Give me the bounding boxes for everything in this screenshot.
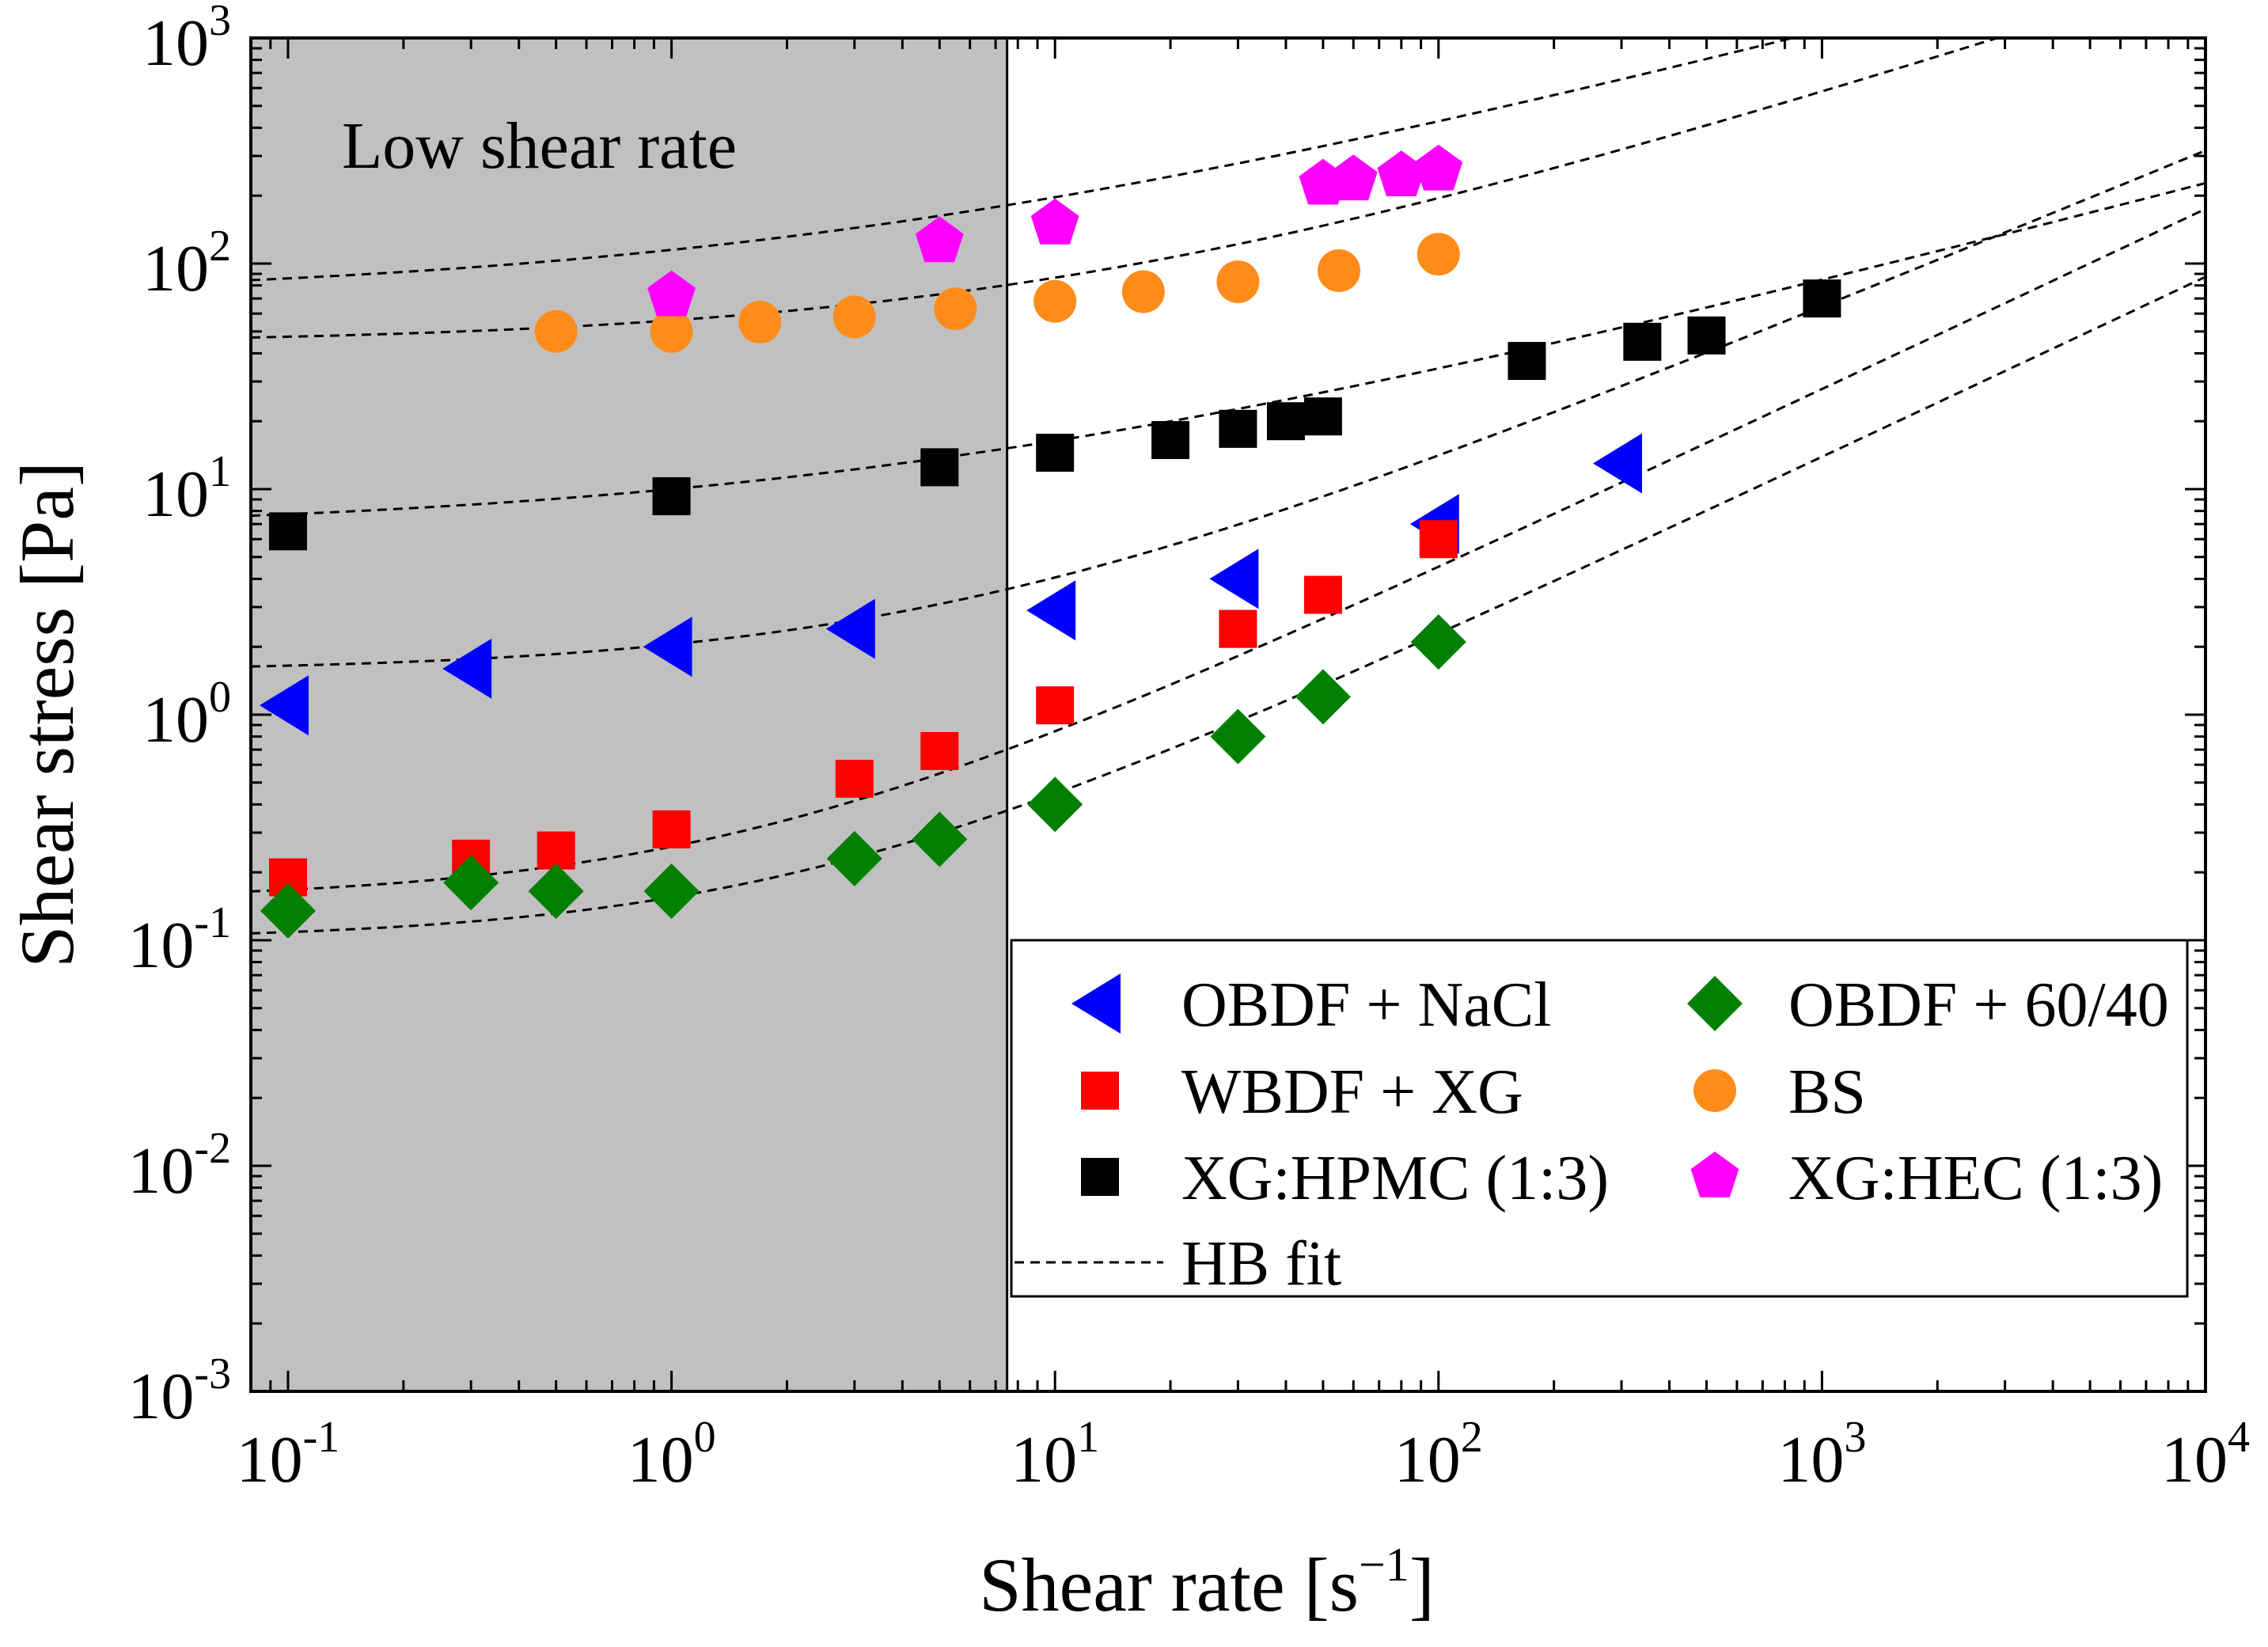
point-bs [650,309,693,353]
point-xg-hpmc-1-3 [1151,421,1190,460]
hb-fit-curve [251,207,2205,893]
point-xg-hpmc-1-3 [1266,402,1305,441]
point-xg-hpmc-1-3 [652,476,691,515]
point-xg-hpmc-1-3 [1623,322,1662,361]
y-tick-labels: 10-3 10-2 10-1 100 101 102 103 [127,0,231,1433]
point-obdf-60-40 [1410,614,1466,670]
point-bs [1417,233,1460,276]
y-tick-label: 10-1 [127,898,231,982]
point-obdf-nacl [1593,433,1643,494]
point-xg-hec-1-3 [915,216,964,263]
point-bs [934,287,977,331]
x-tick-label: 104 [2161,1413,2250,1497]
plot-frame [249,36,2207,1393]
x-tick-label: 102 [1394,1413,1483,1497]
point-obdf-60-40 [443,855,499,911]
legend-marker-xg-hpmc-1-3 [1081,1158,1119,1196]
point-xg-hec-1-3 [1377,150,1426,196]
point-wbdf-xg [537,831,575,870]
point-bs [738,300,782,343]
x-axis-label: Shear rate [s−1] [979,1539,1435,1627]
point-bs [1033,279,1077,323]
legend-label-xg-hpmc-1-3: XG:HPMC (1:3) [1181,1144,1609,1213]
y-tick-label: 101 [142,447,231,531]
point-wbdf-xg [652,810,691,848]
legend-label-wbdf-xg: WBDF + XG [1181,1057,1523,1127]
data-points [259,144,1841,939]
low-shear-annotation: Low shear rate [342,109,737,183]
point-obdf-60-40 [1210,708,1266,765]
point-bs [534,309,578,353]
y-tick-label: 10-3 [127,1349,231,1433]
point-obdf-60-40 [528,863,584,920]
point-bs [1121,270,1165,313]
legend-label-obdf-nacl: OBDF + NaCl [1181,970,1551,1040]
point-wbdf-xg [1219,609,1257,648]
legend-label-obdf-60-40: OBDF + 60/40 [1788,970,2169,1040]
point-xg-hpmc-1-3 [1219,409,1257,448]
point-xg-hpmc-1-3 [920,448,959,487]
point-xg-hec-1-3 [1030,198,1079,245]
legend-marker-obdf-nacl [1071,973,1121,1034]
point-obdf-60-40 [912,811,968,867]
point-obdf-nacl [442,638,492,699]
legend-box [1010,939,2189,1298]
y-tick-label: 100 [142,673,231,757]
point-obdf-nacl [1209,548,1259,609]
point-obdf-60-40 [1027,776,1083,833]
axis-ticks [249,36,2207,1393]
point-obdf-nacl [643,617,692,677]
point-obdf-nacl [259,675,309,736]
hb-fit-curve [251,38,1798,282]
x-axis-label-sup: −1 [1359,1539,1409,1591]
x-tick-label: 100 [628,1413,716,1497]
point-obdf-60-40 [1295,669,1351,725]
point-bs [832,295,876,339]
legend-label-bs: BS [1788,1057,1866,1127]
point-obdf-60-40 [643,863,700,920]
x-tick-labels: 10-1 100 101 102 103 104 [237,1413,2250,1497]
x-axis-label-main: Shear rate [s [979,1543,1359,1627]
point-wbdf-xg [1419,520,1458,559]
point-xg-hec-1-3 [1329,154,1378,201]
legend-marker-bs [1693,1069,1736,1112]
point-xg-hpmc-1-3 [1803,279,1841,318]
legend-label-xg-hec-1-3: XG:HEC (1:3) [1788,1144,2163,1213]
point-obdf-nacl [825,598,875,659]
point-bs [1216,260,1260,304]
point-obdf-60-40 [826,830,882,886]
y-tick-label: 10-2 [127,1124,231,1208]
point-wbdf-xg [1303,575,1342,614]
point-wbdf-xg [1036,686,1075,725]
y-tick-label: 102 [142,222,231,305]
point-obdf-nacl [1026,580,1076,641]
legend: OBDF + NaCl OBDF + 60/40 WBDF + XG BS XG:HPM… [1010,939,2189,1299]
legend-marker-wbdf-xg [1081,1072,1119,1110]
x-tick-label: 103 [1777,1413,1866,1497]
x-tick-label: 10-1 [237,1413,340,1497]
x-tick-label: 101 [1011,1413,1099,1497]
point-obdf-60-40 [260,882,316,939]
y-tick-label: 103 [142,0,231,80]
point-xg-hpmc-1-3 [1508,342,1546,381]
point-bs [1317,249,1360,292]
legend-marker-xg-hec-1-3 [1690,1152,1739,1197]
y-axis-label: Shear stress [Pa] [5,461,89,968]
point-xg-hec-1-3 [647,270,696,317]
legend-marker-obdf-60-40 [1687,976,1743,1031]
point-xg-hpmc-1-3 [1303,397,1342,436]
point-xg-hpmc-1-3 [1687,316,1726,355]
point-wbdf-xg [920,731,959,770]
low-shear-region [251,38,1007,1391]
x-axis-label-end: ] [1409,1543,1435,1627]
point-xg-hec-1-3 [1414,144,1463,191]
point-xg-hpmc-1-3 [268,512,307,551]
point-xg-hpmc-1-3 [1036,434,1075,472]
point-wbdf-xg [835,759,874,798]
legend-label-hb-fit: HB fit [1181,1229,1341,1299]
